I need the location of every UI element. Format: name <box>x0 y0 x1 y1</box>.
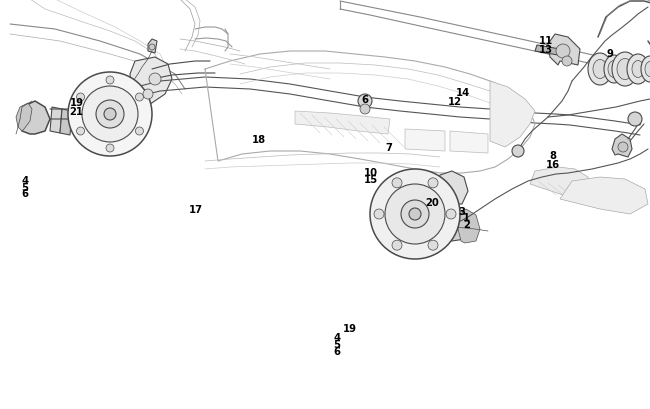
Text: 12: 12 <box>448 97 462 106</box>
Text: 3: 3 <box>458 206 465 216</box>
Circle shape <box>104 109 116 121</box>
Circle shape <box>392 178 402 189</box>
Polygon shape <box>548 35 580 66</box>
Polygon shape <box>445 207 470 241</box>
Circle shape <box>628 113 642 127</box>
Text: 20: 20 <box>425 198 439 207</box>
Text: 10: 10 <box>363 168 378 178</box>
Circle shape <box>106 77 114 85</box>
Ellipse shape <box>608 61 620 78</box>
Text: 4: 4 <box>333 333 340 342</box>
Text: 7: 7 <box>385 143 392 153</box>
Ellipse shape <box>627 55 649 85</box>
Text: 5: 5 <box>21 182 28 192</box>
Circle shape <box>392 240 402 251</box>
Polygon shape <box>148 40 157 54</box>
Text: 5: 5 <box>333 339 340 349</box>
Ellipse shape <box>617 59 633 80</box>
Text: 2: 2 <box>463 219 470 229</box>
Ellipse shape <box>604 56 624 84</box>
Circle shape <box>512 146 524 157</box>
Circle shape <box>149 45 155 51</box>
Ellipse shape <box>645 62 650 77</box>
Circle shape <box>82 87 138 143</box>
Circle shape <box>68 73 152 157</box>
Polygon shape <box>560 178 648 214</box>
Circle shape <box>358 95 372 109</box>
Polygon shape <box>295 112 390 135</box>
Text: 14: 14 <box>456 88 470 98</box>
Text: 15: 15 <box>363 175 378 185</box>
Polygon shape <box>18 102 50 135</box>
Circle shape <box>556 45 570 59</box>
Circle shape <box>618 143 628 153</box>
Ellipse shape <box>641 57 650 83</box>
Circle shape <box>143 90 153 100</box>
Circle shape <box>562 57 572 67</box>
Text: 18: 18 <box>252 135 266 145</box>
Text: 19: 19 <box>70 98 84 108</box>
Polygon shape <box>530 168 590 200</box>
Polygon shape <box>60 110 72 136</box>
Polygon shape <box>450 132 488 154</box>
Circle shape <box>135 128 144 136</box>
Text: 6: 6 <box>21 189 28 199</box>
Circle shape <box>428 178 438 189</box>
Circle shape <box>370 170 460 259</box>
Circle shape <box>446 209 456 220</box>
Ellipse shape <box>632 61 644 78</box>
Ellipse shape <box>588 54 612 86</box>
Polygon shape <box>50 108 62 134</box>
Text: 11: 11 <box>539 36 553 46</box>
Text: 13: 13 <box>539 45 553 55</box>
Polygon shape <box>405 130 445 152</box>
Circle shape <box>106 145 114 153</box>
Circle shape <box>409 209 421 220</box>
Polygon shape <box>435 172 468 204</box>
Circle shape <box>77 94 85 102</box>
Polygon shape <box>490 82 535 148</box>
Polygon shape <box>630 115 640 125</box>
Circle shape <box>96 101 124 129</box>
Circle shape <box>374 209 384 220</box>
Circle shape <box>401 200 429 229</box>
Text: 4: 4 <box>21 176 28 186</box>
Circle shape <box>360 105 370 115</box>
Polygon shape <box>16 104 32 132</box>
Polygon shape <box>612 135 632 157</box>
Text: 9: 9 <box>606 49 613 59</box>
Text: 8: 8 <box>549 151 556 160</box>
Text: 17: 17 <box>189 204 203 214</box>
Text: 16: 16 <box>545 160 560 169</box>
Circle shape <box>385 184 445 245</box>
Text: 21: 21 <box>70 106 84 116</box>
Polygon shape <box>535 46 560 56</box>
Ellipse shape <box>612 53 638 87</box>
Text: 19: 19 <box>343 323 357 333</box>
Text: 1: 1 <box>463 213 470 222</box>
Polygon shape <box>130 58 172 112</box>
Ellipse shape <box>593 61 607 79</box>
Polygon shape <box>458 209 480 243</box>
Text: 6: 6 <box>362 95 369 105</box>
Text: 6: 6 <box>333 346 340 356</box>
Circle shape <box>428 240 438 251</box>
Circle shape <box>77 128 85 136</box>
Circle shape <box>149 74 161 86</box>
Circle shape <box>135 94 144 102</box>
